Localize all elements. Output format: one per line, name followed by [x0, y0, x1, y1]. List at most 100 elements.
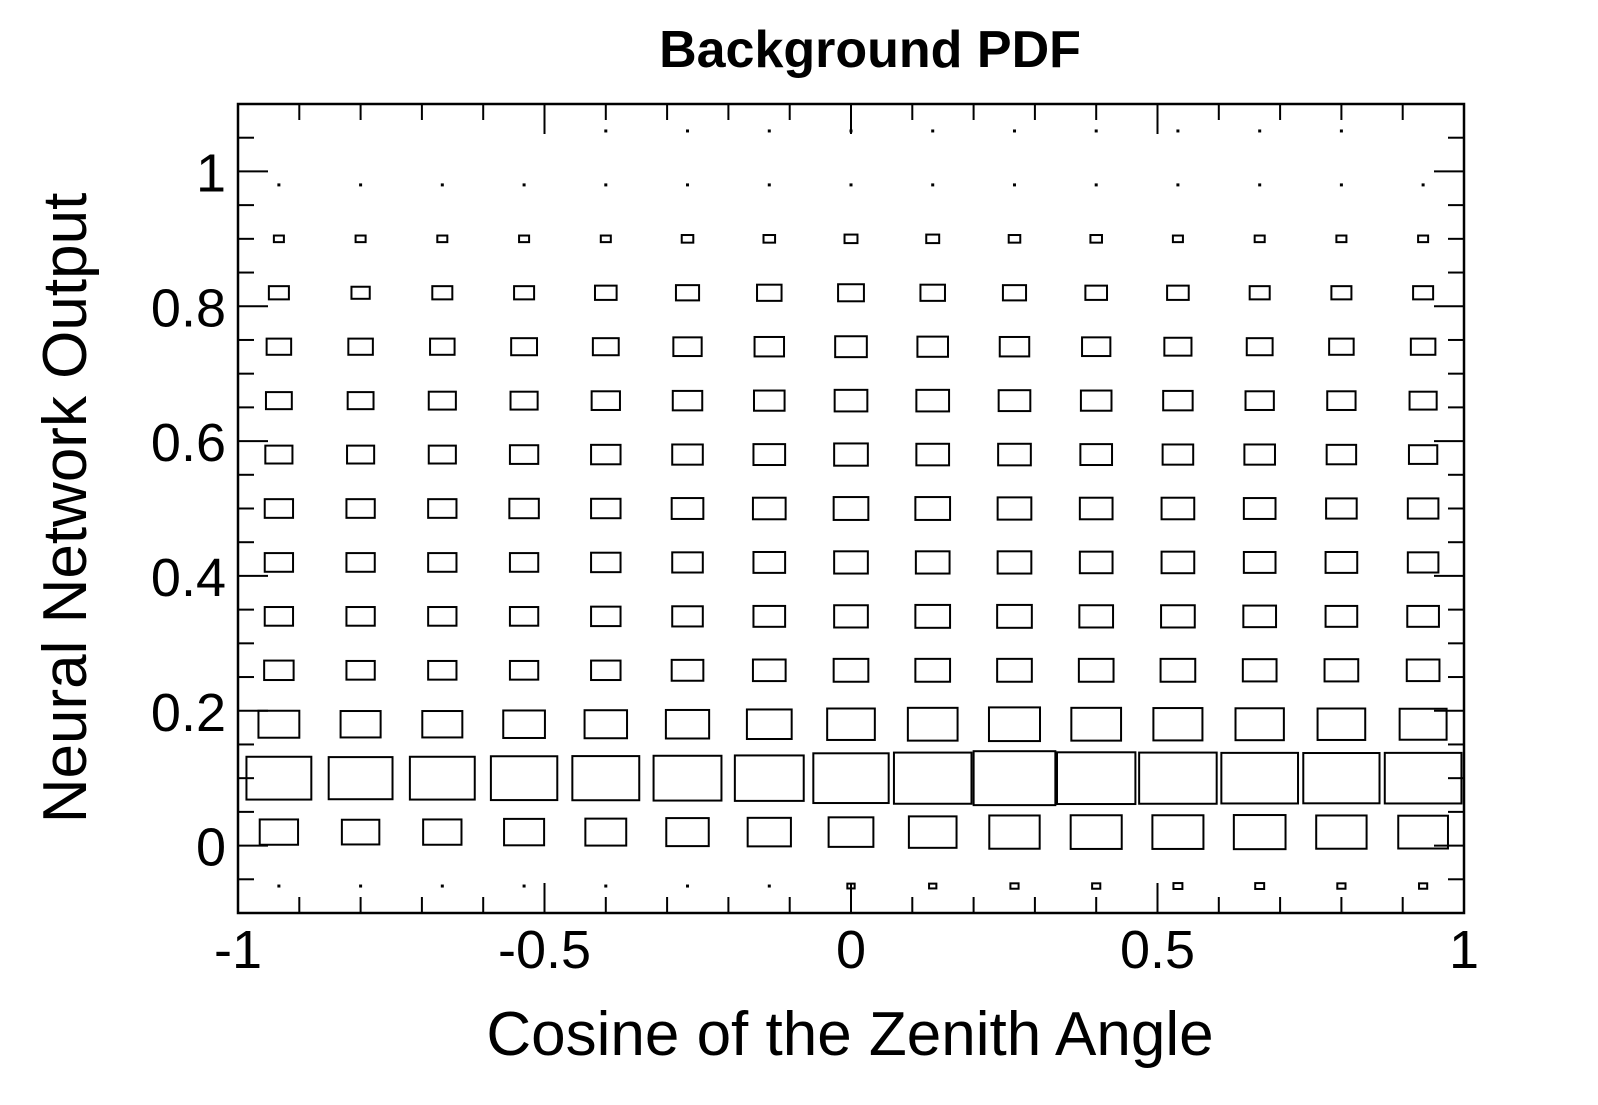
- heatmap-box: [915, 442, 951, 467]
- heatmap-box: [914, 657, 952, 683]
- heatmap-box: [833, 442, 869, 467]
- heatmap-box: [591, 337, 620, 357]
- heatmap-box: [849, 129, 853, 133]
- x-tick-label: -0.5: [498, 920, 591, 980]
- heatmap-box: [1405, 658, 1441, 683]
- heatmap-box: [1398, 707, 1448, 741]
- heatmap-box: [267, 285, 290, 301]
- heatmap-box: [1330, 285, 1353, 301]
- heatmap-box: [1084, 284, 1109, 301]
- heatmap-box: [1094, 183, 1098, 187]
- heatmap-box: [347, 337, 374, 356]
- heatmap-box: [429, 337, 456, 356]
- heatmap-box: [753, 335, 786, 358]
- heatmap-box: [674, 284, 701, 302]
- heatmap-box: [272, 234, 285, 244]
- heatmap-box: [571, 755, 641, 802]
- heatmap-box: [670, 658, 705, 682]
- y-tick-label: 0.6: [151, 413, 226, 473]
- heatmap-box: [672, 336, 703, 358]
- heatmap-box: [997, 389, 1032, 413]
- y-tick-label: 0: [196, 818, 226, 878]
- heatmap-box: [1089, 234, 1103, 244]
- heatmap-box: [518, 234, 531, 244]
- heatmap-box: [263, 606, 295, 627]
- heatmap-box: [1220, 751, 1300, 805]
- heatmap-box: [914, 496, 952, 521]
- heatmap-box: [1316, 707, 1367, 741]
- heatmap-box: [1079, 389, 1113, 412]
- heatmap-box: [931, 129, 935, 133]
- heatmap-box: [1335, 234, 1348, 244]
- heatmap-box: [277, 183, 281, 187]
- heatmap-boxes: [245, 129, 1463, 890]
- heatmap-box: [1324, 604, 1359, 628]
- heatmap-box: [907, 815, 958, 849]
- heatmap-box: [686, 183, 690, 187]
- heatmap-box: [1254, 882, 1266, 890]
- heatmap-box: [265, 337, 293, 356]
- heatmap-box: [997, 442, 1032, 467]
- heatmap-box: [833, 604, 869, 629]
- heatmap-box: [502, 709, 546, 739]
- heatmap-box: [503, 817, 546, 847]
- heatmap-box: [590, 605, 622, 628]
- heatmap-box: [340, 818, 381, 846]
- heatmap-box: [996, 657, 1033, 683]
- heatmap-box: [508, 444, 540, 465]
- heatmap-box: [915, 388, 951, 413]
- heatmap-box: [671, 551, 704, 574]
- heatmap-box: [1078, 496, 1114, 521]
- heatmap-box: [359, 183, 363, 187]
- heatmap-box: [604, 884, 608, 888]
- heatmap-box: [522, 183, 526, 187]
- heatmap-box: [1421, 183, 1425, 187]
- heatmap-box: [812, 752, 890, 805]
- heatmap-box: [277, 884, 281, 888]
- heatmap-box: [1245, 337, 1274, 357]
- heatmap-box: [1151, 814, 1205, 850]
- heatmap-box: [1383, 751, 1463, 805]
- heatmap-box: [752, 550, 787, 574]
- plot-frame-rect: [236, 102, 1466, 915]
- heatmap-box: [264, 391, 293, 411]
- y-tick-label: 0.4: [151, 548, 226, 608]
- heatmap-box: [1007, 234, 1022, 244]
- heatmap-box: [1012, 129, 1016, 133]
- heatmap-box: [1160, 604, 1196, 629]
- heatmap-box: [508, 659, 540, 681]
- heatmap-box: [422, 818, 463, 846]
- heatmap-box: [1012, 183, 1016, 187]
- heatmap-box: [832, 657, 870, 683]
- heatmap-box: [1325, 443, 1358, 466]
- heatmap-box: [1339, 129, 1343, 133]
- heatmap-box: [604, 183, 608, 187]
- heatmap-box: [1315, 814, 1368, 850]
- heatmap-box: [919, 283, 946, 302]
- heatmap-box: [599, 234, 612, 244]
- heatmap-box: [354, 234, 367, 244]
- heatmap-box: [508, 606, 540, 627]
- heatmap-box: [257, 709, 301, 739]
- heatmap-box: [436, 234, 449, 244]
- heatmap-box: [510, 337, 539, 357]
- heatmap-box: [593, 284, 618, 301]
- heatmap-box: [833, 388, 869, 413]
- heatmap-box: [1162, 389, 1194, 412]
- x-tick-label: 0: [836, 920, 866, 980]
- heatmap-box: [427, 444, 457, 465]
- heatmap-box: [263, 659, 295, 682]
- heatmap-box: [1159, 657, 1197, 683]
- heatmap-box: [1412, 285, 1435, 301]
- heatmap-box: [440, 183, 444, 187]
- heatmap-box: [752, 389, 786, 412]
- heatmap-box: [1406, 497, 1440, 520]
- heatmap-box: [671, 389, 704, 412]
- heatmap-box: [258, 818, 300, 846]
- heatmap-box: [751, 658, 787, 683]
- heatmap-box: [1152, 707, 1204, 742]
- heatmap-box: [245, 755, 313, 801]
- heatmap-box: [263, 498, 295, 519]
